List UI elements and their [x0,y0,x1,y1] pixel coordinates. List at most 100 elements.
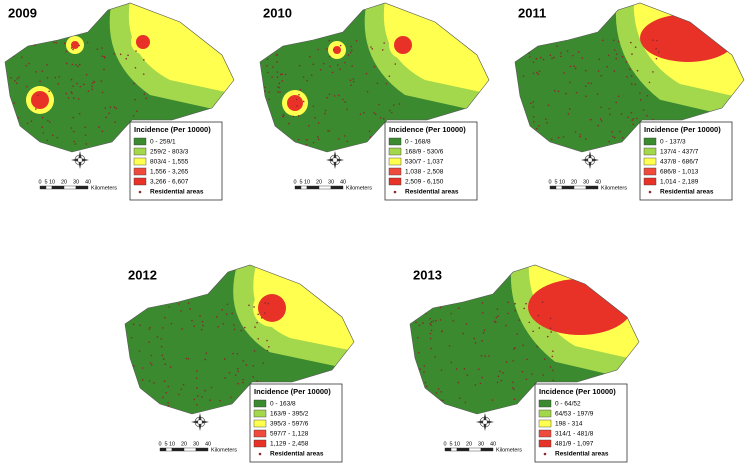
residential-dot [73,140,75,143]
residential-dot [127,54,129,57]
residential-dot [626,76,628,78]
residential-dot [415,321,417,324]
residential-dot [572,54,574,57]
residential-dot [86,41,89,44]
residential-dot [557,136,560,139]
residential-dot [538,70,541,72]
residential-dot [579,133,582,136]
residential-dot [532,116,535,118]
residential-dot [93,80,95,83]
residential-dot [440,369,443,371]
residential-dot [72,85,74,87]
residential-dot [41,70,44,72]
residential-dot [312,141,315,144]
zone [136,35,150,49]
residential-dot [383,42,385,44]
residential-dot [464,401,467,404]
residential-dot [310,74,313,77]
residential-dot [163,380,166,383]
residential-dot [264,141,267,144]
residential-dot [100,80,103,82]
residential-dot [215,316,218,318]
residential-dot [463,368,466,370]
residential-dot [333,95,336,97]
map-outline [124,264,355,415]
map-year: 2009 [8,5,37,20]
legend-title: Incidence (Per 10000) [389,125,466,134]
residential-dot [439,306,442,309]
residential-dot [76,82,78,85]
residential-dot [20,136,22,139]
residential-dot [26,122,29,125]
residential-dot [70,127,73,129]
residential-dot [288,122,290,125]
residential-dot [636,139,639,141]
residential-dot [324,109,327,112]
residential-dot [608,140,611,143]
residential-dot [648,81,651,84]
residential-dot [299,88,302,91]
residential-dot [573,65,576,68]
residential-dot [581,57,584,59]
residential-dot [342,98,344,101]
residential-dot [440,391,442,393]
residential-dot [388,75,391,77]
residential-dot [656,39,658,42]
residential-dot [479,382,482,385]
residential-dot [522,397,525,400]
north-arrow [476,413,494,431]
residential-dot [620,113,623,115]
residential-dot [125,57,128,60]
residential-dot [514,347,516,349]
north-arrow [191,413,209,431]
residential-dot [349,79,352,82]
residential-dot [98,126,100,128]
residential-dot [473,337,476,340]
residential-dot [279,91,281,93]
residential-dot [210,386,213,389]
residential-dot [636,117,638,120]
residential-dot [331,71,334,74]
legend-label: 437/8 - 686/7 [660,159,699,166]
residential-dot [237,367,239,370]
residential-dot [96,48,99,50]
residential-dot [21,143,24,145]
residential-dot [565,92,567,95]
residential-dot [338,138,340,140]
residential-dot [562,136,565,138]
legend-dot [543,452,547,456]
residential-dot [148,380,151,382]
residential-dot [619,130,621,133]
scale-label: 0 [293,179,296,185]
residential-dot [539,56,542,59]
residential-dot [297,138,300,141]
residential-dot [282,115,285,117]
legend-swatch [643,157,657,166]
residential-dot [549,327,552,329]
map-area [125,265,354,414]
scale-label: 40 [340,179,346,185]
residential-dot [529,56,531,58]
residential-dot [646,114,648,117]
residential-dot [148,328,151,330]
residential-dot [219,399,221,402]
residential-dot [607,54,610,57]
residential-dot [42,132,45,134]
residential-dot [355,40,358,42]
residential-dot [612,135,614,138]
residential-dot [136,110,138,112]
legend-label: 0 - 163/8 [270,401,296,408]
residential-dot [104,107,107,109]
residential-dot [549,366,552,368]
map-year: 2011 [518,5,546,20]
residential-dot [17,117,20,119]
residential-dot [46,76,49,79]
residential-dot [143,93,146,95]
residential-dot [73,130,75,133]
residential-dot [20,131,22,134]
residential-dot [524,399,527,401]
residential-dot [160,337,163,340]
residential-dot [26,133,28,136]
residential-dot [499,370,501,373]
